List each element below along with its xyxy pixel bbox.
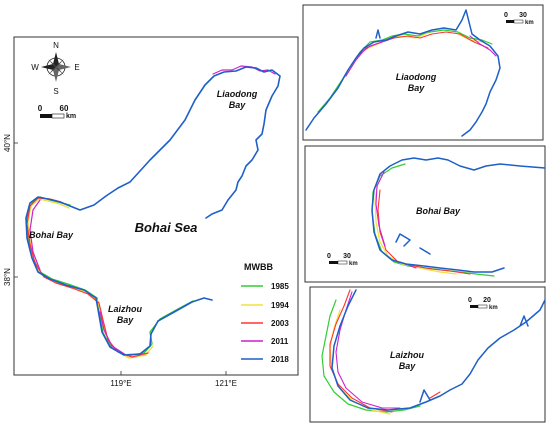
inset-liaodong-frame — [302, 4, 544, 141]
main-map: N S E W 0 60 km Bohai Sea Liaodong Bay B… — [3, 36, 299, 388]
scale-zero-label: 0 — [38, 104, 43, 113]
legend-item-1994: 1994 — [241, 301, 289, 310]
inset-bohai-scale-zero: 0 — [327, 253, 331, 260]
inset-laizhou-scale-bar: 0 20 km — [468, 297, 498, 311]
inset-laizhou: 0 20 km Laizhou Bay — [309, 286, 546, 423]
inset-laizhou-scale-zero: 0 — [468, 297, 472, 304]
inset-liaodong-scale-value: 30 — [519, 12, 527, 19]
label-bohai-sea: Bohai Sea — [135, 220, 198, 235]
inset-bohai-frame — [304, 145, 546, 283]
inset-bohai-scale-value: 30 — [343, 253, 351, 260]
compass-west-label: W — [31, 63, 39, 72]
compass-south-label: S — [53, 87, 58, 96]
inset-liaodong-scale-zero: 0 — [504, 12, 508, 19]
inset-liaodong: 0 30 km Liaodong Bay — [302, 4, 544, 141]
main-map-frame — [13, 36, 299, 376]
inset-laizhou-title-line2: Bay — [399, 361, 417, 371]
inset-liaodong-scale-bar: 0 30 km — [504, 12, 534, 26]
compass-east-label: E — [74, 63, 79, 72]
label-liaodong-line2: Bay — [229, 100, 247, 110]
inset-laizhou-coastline — [321, 289, 546, 415]
inset-liaodong-coastline — [305, 9, 501, 137]
legend-item-1985: 1985 — [241, 282, 289, 291]
inset-liaodong-title-line2: Bay — [408, 83, 426, 93]
scale-value-label: 60 — [60, 104, 69, 113]
legend-year-2003: 2003 — [271, 319, 289, 328]
compass-north-label: N — [53, 41, 59, 50]
legend: MWBB 1985 1994 2003 2011 2018 — [241, 262, 289, 364]
scale-unit-label: km — [66, 113, 76, 120]
legend-item-2003: 2003 — [241, 319, 289, 328]
lat-tick-40: 40°N — [3, 134, 12, 152]
compass-rose: N S E W — [31, 41, 79, 96]
lon-tick-119: 119°E — [110, 379, 131, 388]
inset-liaodong-title-line1: Liaodong — [396, 72, 437, 82]
lon-tick-121: 121°E — [215, 379, 237, 388]
legend-year-1985: 1985 — [271, 282, 289, 291]
legend-item-2011: 2011 — [241, 337, 289, 346]
inset-laizhou-title-line1: Laizhou — [390, 350, 424, 360]
legend-year-2018: 2018 — [271, 355, 289, 364]
legend-title: MWBB — [244, 262, 273, 272]
label-laizhou-line1: Laizhou — [108, 304, 142, 314]
legend-item-2018: 2018 — [241, 355, 289, 364]
legend-year-2011: 2011 — [271, 337, 289, 346]
inset-bohai-scale-bar: 0 30 km — [327, 253, 358, 267]
inset-laizhou-scale-value: 20 — [483, 297, 491, 304]
label-liaodong-line1: Liaodong — [217, 89, 258, 99]
inset-bohai-title: Bohai Bay — [416, 206, 461, 216]
inset-liaodong-scale-unit: km — [525, 20, 534, 26]
lat-tick-38: 38°N — [3, 268, 12, 286]
inset-bohai-coastline — [371, 157, 546, 277]
main-scale-bar: 0 60 km — [38, 104, 76, 120]
inset-bohai-scale-unit: km — [349, 261, 358, 267]
label-bohai-bay: Bohai Bay — [29, 230, 74, 240]
label-laizhou-line2: Bay — [117, 315, 135, 325]
inset-bohai: 0 30 km Bohai Bay — [304, 145, 546, 283]
legend-year-1994: 1994 — [271, 301, 289, 310]
main-coastline — [25, 65, 281, 359]
inset-laizhou-scale-unit: km — [489, 305, 498, 311]
